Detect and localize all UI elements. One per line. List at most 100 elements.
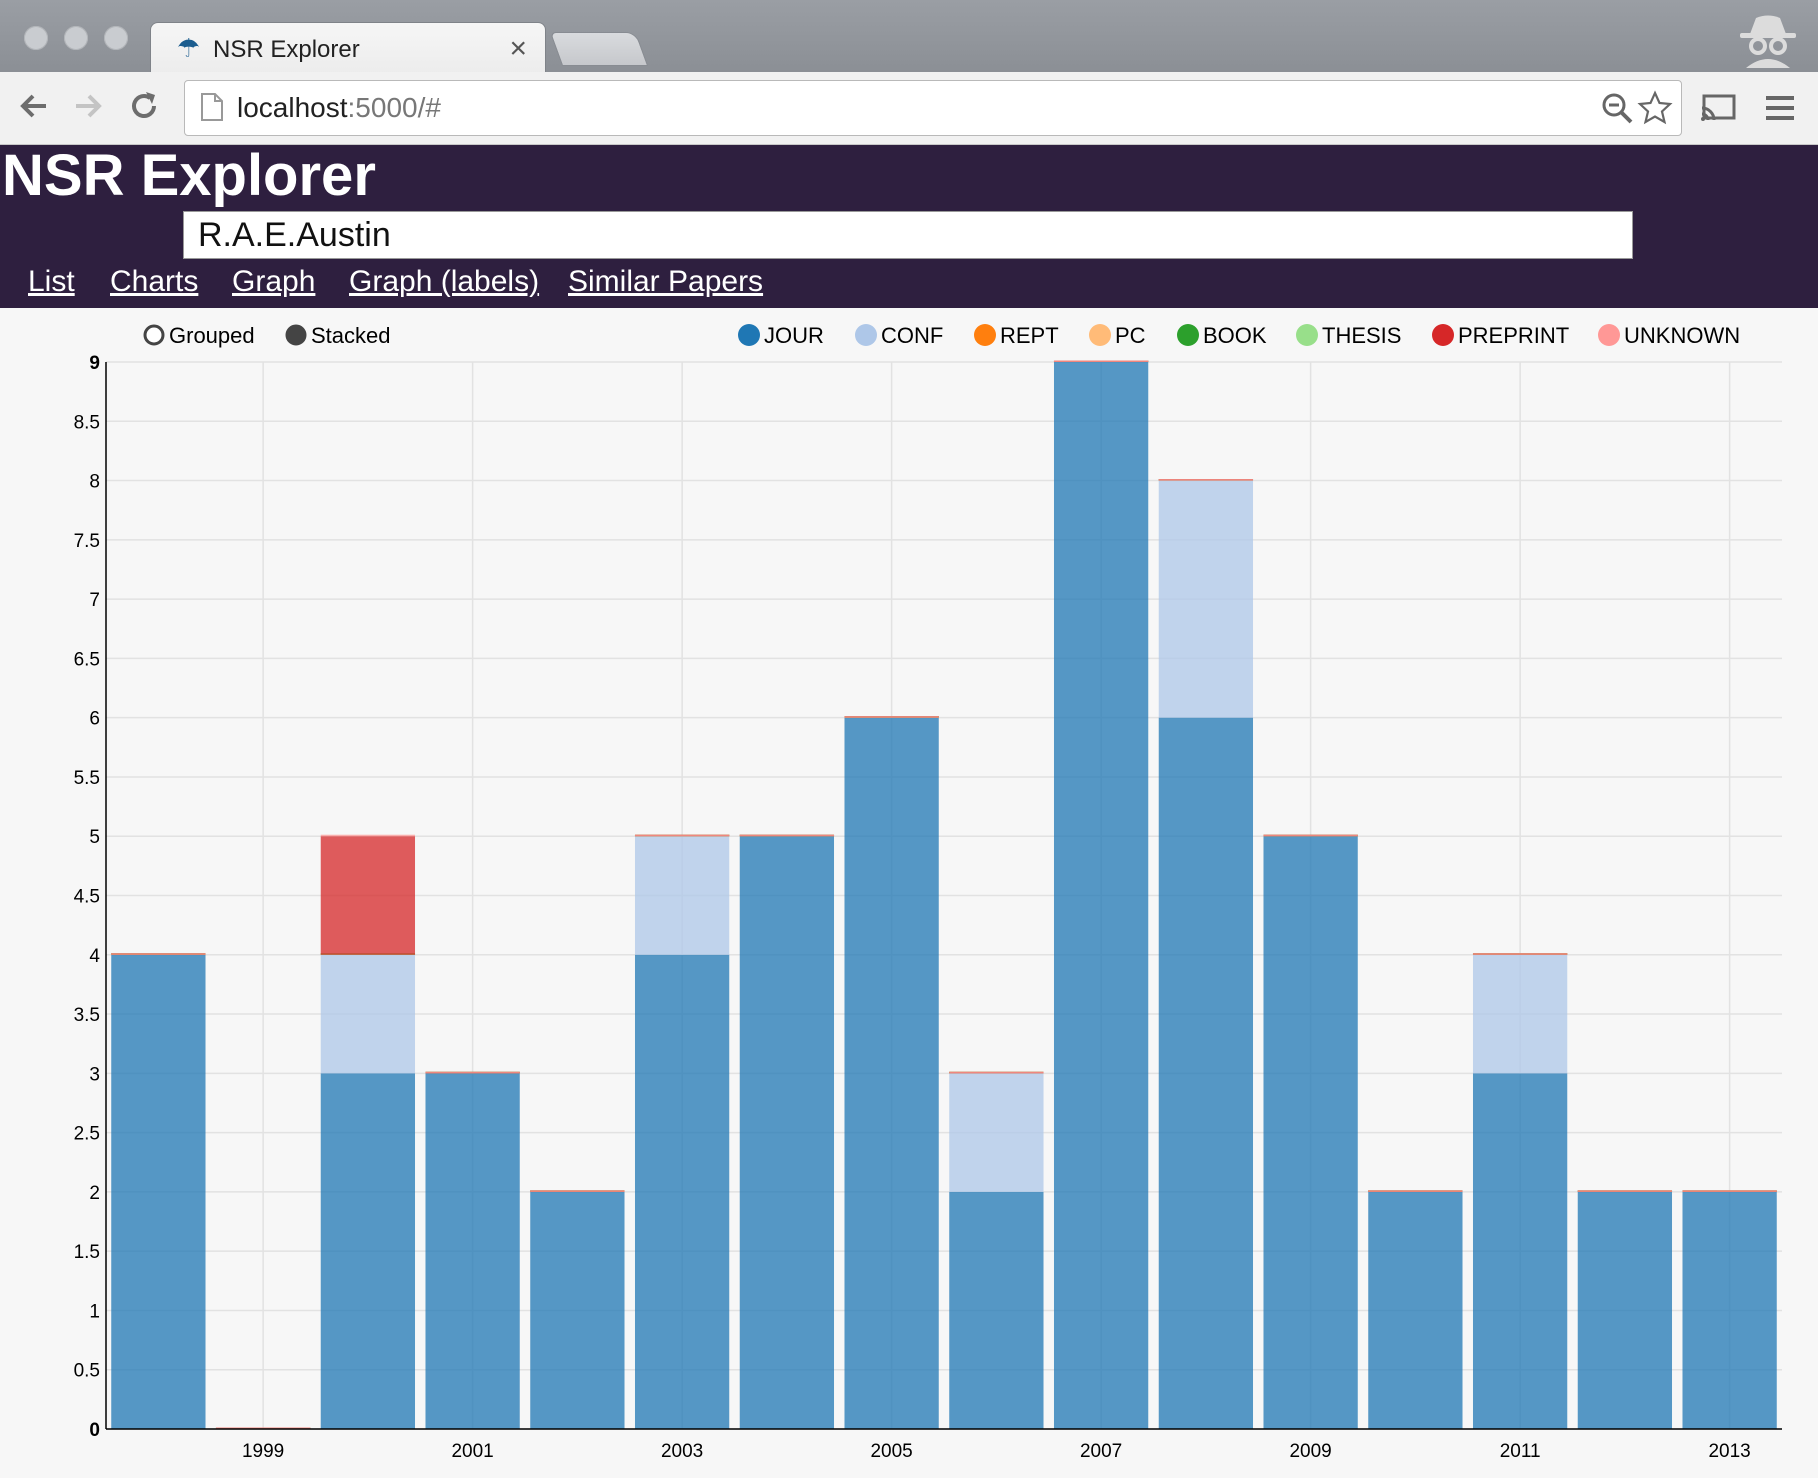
- menu-hamburger-icon[interactable]: [1760, 88, 1800, 128]
- grouped-stacked-controls: Grouped Stacked: [143, 323, 391, 348]
- x-tick-label: 2005: [870, 1441, 912, 1462]
- bar-unknown-1998[interactable]: [111, 953, 206, 955]
- bar-unknown-2011[interactable]: [1472, 953, 1568, 955]
- bar-conf-2003[interactable]: [634, 836, 730, 955]
- minimize-window-button[interactable]: [64, 26, 88, 50]
- bar-unknown-2009[interactable]: [1263, 834, 1358, 837]
- browser-titlebar: ☂ NSR Explorer ×: [0, 0, 1818, 75]
- x-tick-label: 1999: [242, 1441, 284, 1462]
- address-bar[interactable]: localhost:5000/#: [184, 80, 1682, 136]
- legend-label: BOOK: [1203, 323, 1267, 348]
- bar-conf-2008[interactable]: [1158, 480, 1254, 718]
- umbrella-icon: ☂: [177, 33, 201, 63]
- bar-jour-2002[interactable]: [530, 1191, 625, 1429]
- close-window-button[interactable]: [24, 26, 48, 50]
- bar-conf-2011[interactable]: [1472, 954, 1568, 1074]
- legend-item-pc[interactable]: PC: [1089, 323, 1146, 348]
- y-tick-label: 5.5: [74, 768, 100, 789]
- y-tick-label: 2: [89, 1183, 100, 1204]
- bar-jour-2003[interactable]: [634, 954, 730, 1429]
- legend-label: THESIS: [1322, 323, 1401, 348]
- app-header: NSR Explorer List Charts Graph Graph (la…: [0, 145, 1818, 308]
- stacked-bar-chart: 0 0.5 1 1.5 2 2.5 3 3.5 4 4.5 5 5.5 6 6.5 7 7.5 8 8.5 9 199…: [74, 323, 1782, 1462]
- bar-jour-2007[interactable]: [1053, 362, 1149, 1429]
- nav-graph-link[interactable]: Graph: [232, 265, 316, 298]
- control-label: Grouped: [169, 323, 255, 348]
- legend-swatch: [738, 324, 760, 346]
- legend-item-book[interactable]: BOOK: [1177, 323, 1267, 348]
- bar-unknown-2002[interactable]: [530, 1190, 625, 1192]
- back-arrow-icon[interactable]: [14, 86, 54, 126]
- nav-charts-link[interactable]: Charts: [110, 265, 199, 298]
- author-search-input[interactable]: [183, 211, 1633, 259]
- bar-jour-2011[interactable]: [1472, 1073, 1568, 1429]
- bar-unknown-2000[interactable]: [320, 834, 416, 837]
- bar-jour-2004[interactable]: [739, 836, 835, 1429]
- legend-swatch: [1598, 324, 1620, 346]
- bar-jour-2010[interactable]: [1368, 1191, 1463, 1429]
- close-tab-icon[interactable]: ×: [509, 32, 527, 65]
- bookmark-star-icon[interactable]: [1637, 90, 1673, 126]
- reload-icon[interactable]: [124, 86, 164, 126]
- control-stacked[interactable]: Stacked: [285, 323, 391, 348]
- legend-item-conf[interactable]: CONF: [855, 323, 943, 348]
- bar-preprint-2000[interactable]: [320, 836, 416, 955]
- bar-jour-2012[interactable]: [1577, 1191, 1673, 1429]
- legend-swatch: [1089, 324, 1111, 346]
- nav-graph-labels-link[interactable]: Graph (labels): [349, 265, 540, 298]
- new-tab-button[interactable]: [549, 32, 649, 66]
- bar-jour-2000[interactable]: [320, 1073, 416, 1429]
- y-tick-label: 4: [89, 946, 100, 967]
- zoom-window-button[interactable]: [104, 26, 128, 50]
- bar-jour-2006[interactable]: [949, 1191, 1044, 1429]
- legend-swatch: [1296, 324, 1318, 346]
- y-tick-label: 7: [89, 590, 100, 611]
- bar-unknown-2006[interactable]: [949, 1071, 1044, 1074]
- forward-arrow-icon[interactable]: [68, 86, 108, 126]
- bar-jour-2008[interactable]: [1158, 717, 1254, 1429]
- bar-jour-2005[interactable]: [844, 717, 939, 1429]
- bar-unknown-2005[interactable]: [844, 716, 939, 718]
- bar-conf-2006[interactable]: [949, 1073, 1044, 1192]
- legend-item-rept[interactable]: REPT: [974, 323, 1059, 348]
- y-tick-label: 0.5: [74, 1361, 100, 1382]
- bar-unknown-2001[interactable]: [425, 1071, 520, 1074]
- nav-list-link[interactable]: List: [28, 265, 75, 298]
- y-tick-label: 1.5: [74, 1242, 100, 1263]
- bar-unknown-2007[interactable]: [1053, 360, 1149, 363]
- x-tick-label: 2011: [1500, 1441, 1541, 1462]
- page-icon: [201, 93, 223, 121]
- bar-unknown-2004[interactable]: [739, 834, 835, 837]
- bar-unknown-2010[interactable]: [1368, 1190, 1463, 1192]
- legend-item-thesis[interactable]: THESIS: [1296, 323, 1401, 348]
- legend-label: CONF: [881, 323, 943, 348]
- control-grouped[interactable]: Grouped: [143, 323, 255, 348]
- bar-conf-2000[interactable]: [320, 954, 416, 1074]
- chart-axes: 0 0.5 1 1.5 2 2.5 3 3.5 4 4.5 5 5.5 6 6.5 7 7.5 8 8.5 9 199…: [74, 353, 1782, 1462]
- bar-unknown-2013[interactable]: [1682, 1190, 1777, 1192]
- bar-jour-2013[interactable]: [1682, 1191, 1777, 1429]
- y-tick-label: 6.5: [74, 649, 100, 670]
- chart-bars: [111, 360, 1777, 1429]
- cast-icon[interactable]: [1698, 88, 1738, 128]
- browser-tab[interactable]: ☂ NSR Explorer ×: [150, 22, 546, 75]
- legend-item-unknown[interactable]: UNKNOWN: [1598, 323, 1740, 348]
- bar-jour-2009[interactable]: [1263, 836, 1358, 1429]
- bar-jour-2001[interactable]: [425, 1073, 520, 1429]
- x-tick-label: 2013: [1708, 1441, 1750, 1462]
- bar-unknown-2003[interactable]: [634, 834, 730, 837]
- y-tick-label: 8: [89, 472, 100, 493]
- nav-similar-papers-link[interactable]: Similar Papers: [568, 265, 764, 298]
- y-tick-label: 7.5: [74, 531, 100, 552]
- legend-swatch: [974, 324, 996, 346]
- incognito-icon: [1740, 15, 1796, 68]
- bar-jour-1998[interactable]: [111, 954, 206, 1429]
- bar-unknown-2008[interactable]: [1158, 479, 1254, 481]
- bar-unknown-2012[interactable]: [1577, 1190, 1673, 1192]
- legend-label: PREPRINT: [1458, 323, 1569, 348]
- zoom-magnifier-icon[interactable]: [1599, 90, 1635, 126]
- legend-item-jour[interactable]: JOUR: [738, 323, 824, 348]
- legend-swatch: [1432, 324, 1454, 346]
- legend-label: REPT: [1000, 323, 1059, 348]
- legend-item-preprint[interactable]: PREPRINT: [1432, 323, 1569, 348]
